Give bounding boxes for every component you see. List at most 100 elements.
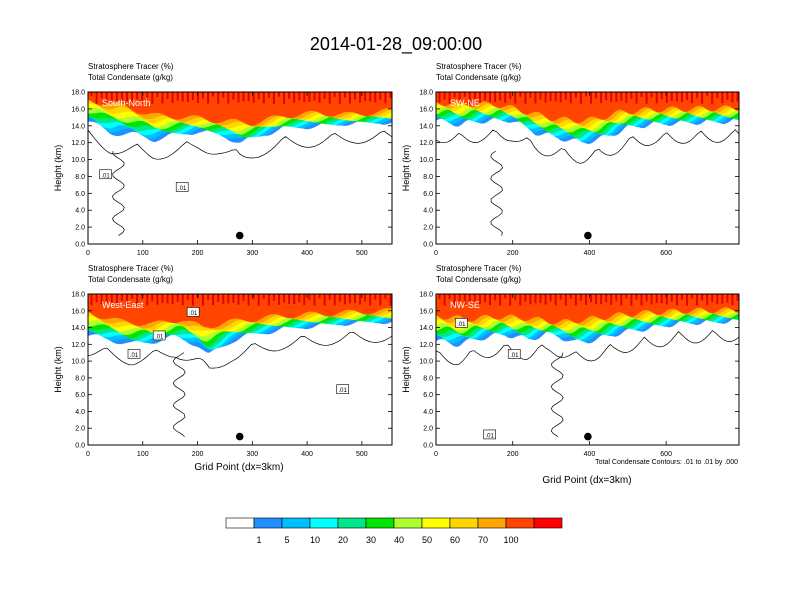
tracer-streak [222,294,225,305]
tracer-streak [514,294,517,300]
tracer-streak [308,92,311,102]
tracer-streak [600,294,603,304]
x-tick-label: 600 [660,451,672,458]
tracer-band-10 [436,92,739,124]
colorbar-swatch [505,517,535,529]
y-axis-label: Height (km) [401,346,411,393]
tracer-streak [146,92,149,98]
tracer-streak [675,294,678,306]
tracer-streak [354,92,356,100]
colorbar-swatch [477,517,507,529]
tracer-streak [110,92,113,100]
tracer-streak [105,294,108,304]
colorbar-swatch [449,517,479,529]
panel-label: South-North [102,98,151,108]
tracer-streak [151,294,154,302]
y-tick-label: 4.0 [75,409,85,416]
tracer-streak [338,92,341,104]
tracer-streak [458,92,461,104]
tracer-streak [620,92,623,101]
y-tick-label: 16.0 [71,106,85,113]
tracer-streak [731,92,734,103]
panel-subtitle: Total Condensate (g/kg) [88,73,173,82]
tracer-streak [186,92,189,103]
contour-label: .01 [339,388,348,394]
tracer-streak [473,92,476,99]
y-tick-label: 10.0 [71,359,85,366]
tracer-streak [544,92,547,103]
x-tick-label: 0 [86,451,90,458]
tracer-streak [670,294,673,302]
tracer-streak [655,294,658,304]
tracer-streak [303,294,306,306]
tracer-streak [369,92,372,102]
tracer-field [436,92,739,236]
tracer-streak [660,92,663,100]
tracer-streak [242,92,245,102]
tracer-streak [716,92,719,99]
colorbar-swatch [393,517,423,529]
panel-title: Stratosphere Tracer (%) [436,62,522,71]
panel-frame [435,293,740,446]
tracer-streak [328,92,331,104]
tracer-streak [549,294,552,302]
x-tick-label: 200 [507,451,519,458]
tracer-streak [610,294,613,305]
tracer-band-10 [88,92,392,126]
tracer-streak [379,92,382,100]
tracer-streak [267,92,270,98]
y-tick-label: 14.0 [419,325,433,332]
tracer-streak [303,92,306,102]
tracer-streak [136,294,139,306]
tracer-streak [343,92,346,98]
tracer-streak [131,294,134,299]
tracer-streak [443,92,446,100]
contour-label-box [483,429,496,440]
tracer-streak [463,294,466,305]
tracer-streak [473,294,476,304]
tracer-streak [196,92,199,104]
tracer-streak [549,92,552,102]
tracer-streak [100,92,103,99]
tracer-streak [181,294,184,306]
panel-3: Stratosphere Tracer (%) Total Condensate … [53,264,393,458]
y-tick-label: 6.0 [423,392,433,399]
tracer-streak [90,294,93,306]
tracer-streak [242,294,245,302]
x-tick-label: 200 [507,250,519,257]
tracer-streak [539,294,542,304]
tracer-streak [625,92,628,103]
tracer-field [88,294,392,437]
tracer-streak [272,294,275,301]
contour-label-box [99,169,112,180]
tracer-streak [519,294,522,306]
y-tick-label: 16.0 [71,308,85,315]
tracer-streak [384,294,387,299]
tracer-streak [736,294,739,301]
tracer-streak [630,92,633,99]
panel-title: Stratosphere Tracer (%) [436,264,522,273]
colorbar-swatch [533,517,563,529]
tracer-streak [721,294,724,304]
x-tick-label: 500 [356,250,368,257]
tracer-streak [605,294,608,303]
tracer-streak [478,92,481,103]
tracer-streak [217,92,220,104]
tracer-streak [585,294,587,305]
condensate-contour-plume [172,352,186,437]
tracer-band-10 [88,294,392,329]
y-tick-label: 4.0 [423,409,433,416]
y-tick-label: 0.0 [75,242,85,249]
x-tick-label: 400 [584,451,596,458]
tracer-streak [524,92,527,104]
tracer-streak [313,294,316,306]
tracer-streak [171,294,174,305]
tracer-streak [585,92,587,97]
x-tick-label: 200 [192,451,204,458]
tracer-streak [374,92,377,103]
tracer-streak [696,92,699,99]
tracer-streak [227,92,230,104]
tracer-streak [318,294,321,299]
tracer-streak [323,92,326,99]
tracer-streak [726,294,729,303]
